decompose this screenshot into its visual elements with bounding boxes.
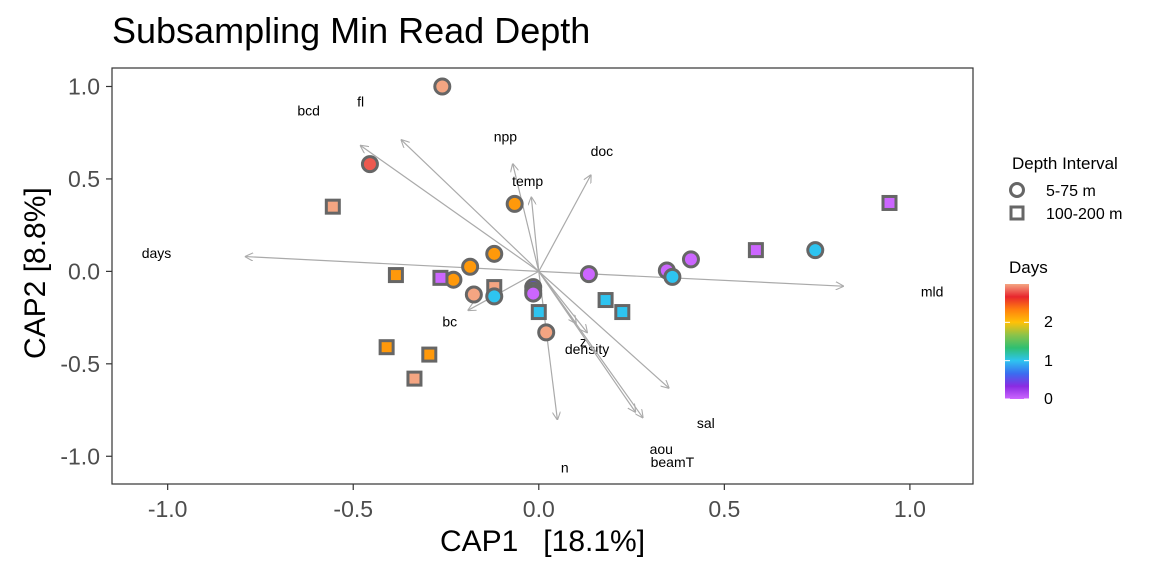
vector-bcd <box>361 146 540 272</box>
vector-temp <box>531 197 540 272</box>
vector-npp <box>513 164 540 272</box>
point-square <box>881 194 898 211</box>
point-circle <box>681 250 700 269</box>
vector-label-density: density <box>565 341 609 357</box>
point-circle <box>485 287 504 306</box>
y-axis: -1.0 -0.5 0.0 0.5 1.0 <box>60 73 112 469</box>
vector-label-temp: temp <box>512 173 543 189</box>
points-layer <box>324 77 898 387</box>
point-square <box>406 370 423 387</box>
point-circle <box>663 267 682 286</box>
point-square <box>421 346 438 363</box>
point-square <box>530 304 547 321</box>
x-tick-label: 0.5 <box>708 496 740 522</box>
point-square <box>387 267 404 284</box>
color-legend-title: Days <box>1009 258 1048 277</box>
x-tick-label: -0.5 <box>333 496 373 522</box>
vector-sal <box>538 270 669 387</box>
vector-label-fl: fl <box>357 93 364 109</box>
point-circle <box>485 244 504 263</box>
point-circle <box>537 323 556 342</box>
y-tick-label: 0.0 <box>68 258 100 284</box>
y-tick-label: 0.5 <box>68 166 100 192</box>
point-circle <box>461 257 480 276</box>
legend <box>1005 182 1029 400</box>
shape-legend-title: Depth Interval <box>1012 154 1118 173</box>
vector-label-doc: doc <box>591 143 614 159</box>
x-axis: -1.0 -0.5 0.0 0.5 1.0 <box>148 484 926 522</box>
vector-label-beamT: beamT <box>651 454 695 470</box>
y-tick-label: 1.0 <box>68 73 100 99</box>
vector-fl <box>401 140 540 272</box>
point-square <box>597 292 614 309</box>
y-tick-label: -1.0 <box>60 443 100 469</box>
shape-legend-key-square <box>1009 205 1025 221</box>
point-square <box>747 242 764 259</box>
vector-n <box>538 271 558 419</box>
point-circle <box>806 241 825 260</box>
point-circle <box>524 284 543 303</box>
vector-bc <box>468 270 540 310</box>
vector-doc <box>538 175 591 272</box>
point-circle <box>464 285 483 304</box>
vector-label-n: n <box>561 459 569 475</box>
vector-label-npp: npp <box>494 128 518 144</box>
point-square <box>378 339 395 356</box>
days-colorbar <box>1005 284 1029 399</box>
point-square <box>324 198 341 215</box>
vector-label-z: z <box>580 334 587 350</box>
chart-title: Subsampling Min Read Depth <box>112 10 591 51</box>
vector-days <box>246 257 539 272</box>
vector-label-mld: mld <box>921 284 944 300</box>
vector-label-bc: bc <box>442 313 457 329</box>
x-axis-label: CAP1 [18.1%] <box>439 525 646 558</box>
point-circle <box>433 77 452 96</box>
vector-beamT <box>538 271 635 412</box>
point-square <box>614 304 631 321</box>
point-circle <box>505 194 524 213</box>
color-legend-tick-0: 0 <box>1044 391 1053 408</box>
vector-label-aou: aou <box>650 441 673 457</box>
x-tick-label: 0.0 <box>523 496 555 522</box>
vector-label-bcd: bcd <box>297 103 320 119</box>
vector-label-days: days <box>142 245 172 261</box>
shape-legend-label-circle: 5-75 m <box>1046 183 1096 200</box>
point-circle <box>579 265 598 284</box>
x-tick-label: 1.0 <box>894 496 926 522</box>
color-legend-tick-1: 1 <box>1044 353 1053 370</box>
y-axis-label: CAP2 [8.8%] <box>19 187 52 359</box>
y-tick-label: -0.5 <box>60 351 100 377</box>
shape-legend-key-circle <box>1009 182 1025 198</box>
point-circle <box>360 155 379 174</box>
vector-label-sal: sal <box>697 415 715 431</box>
vector-density <box>538 271 587 332</box>
x-tick-label: -1.0 <box>148 496 188 522</box>
shape-legend-label-square: 100-200 m <box>1046 206 1123 223</box>
color-legend-tick-2: 2 <box>1044 314 1053 331</box>
point-square <box>432 269 449 286</box>
